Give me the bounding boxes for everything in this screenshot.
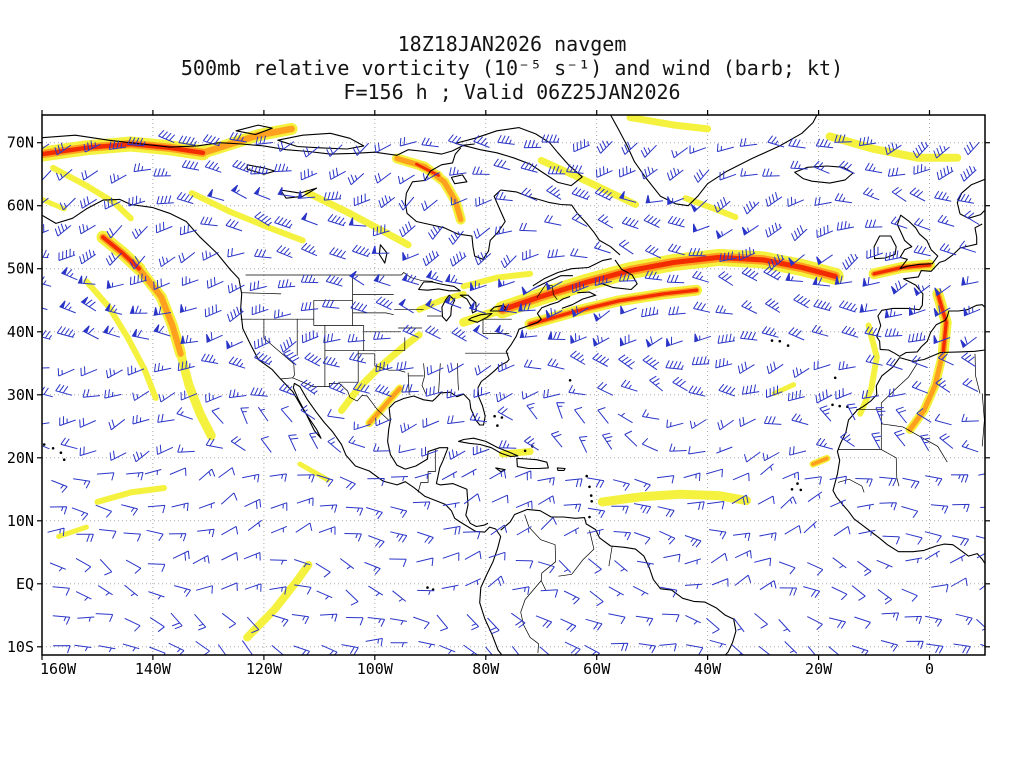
chart-title-block: 18Z18JAN2026 navgem 500mb relative vorti… [0,32,1024,104]
x-axis-tick-label: 160W [40,660,77,678]
x-axis-tick-label: 140W [135,660,172,678]
x-axis-tick-label: 120W [246,660,283,678]
x-axis-tick-label: 80W [472,660,500,678]
y-axis-tick-label: EQ [16,575,34,593]
x-axis-tick-label: 20W [805,660,833,678]
y-axis-tick-label: 50N [7,260,34,278]
y-axis-tick-label: 30N [7,386,34,404]
y-axis-tick-label: 20N [7,449,34,467]
coastlines [42,115,985,655]
chart-title-line3: F=156 h ; Valid 06Z25JAN2026 [343,80,681,104]
axis-labels: 70N 60N 50N 40N 30N 20N 10N EQ 10S 160W 140W 120W 10… [7,110,990,678]
island-dots [42,339,849,591]
map-border [41,114,986,656]
chart-title-line1: 18Z18JAN2026 navgem [397,32,627,56]
x-axis-tick-label: 100W [357,660,394,678]
y-axis-tick-label: 70N [7,134,34,152]
x-axis-tick-label: 40W [694,660,722,678]
x-axis-tick-label: 60W [583,660,611,678]
y-axis-tick-label: 10N [7,512,34,530]
y-axis-tick-label: 10S [7,638,34,656]
y-axis-tick-label: 60N [7,197,34,215]
chart-title-line2: 500mb relative vorticity (10⁻⁵ s⁻¹) and … [180,56,844,80]
y-axis-tick-label: 40N [7,323,34,341]
wind-barbs [42,129,985,655]
x-axis-tick-label: 0 [925,660,934,678]
